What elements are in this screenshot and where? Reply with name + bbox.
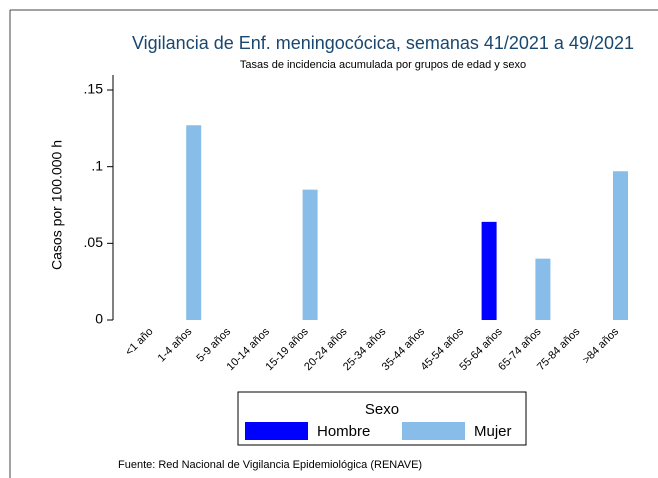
legend-swatch: [245, 422, 308, 440]
source-note: Fuente: Red Nacional de Vigilancia Epide…: [118, 459, 422, 471]
legend-label: Hombre: [317, 423, 370, 440]
legend-label: Mujer: [474, 423, 512, 440]
bar: [535, 258, 551, 320]
legend-title: Sexo: [365, 401, 399, 418]
y-tick-label: .15: [84, 81, 104, 97]
y-tick-label: .05: [84, 234, 104, 250]
legend-swatch: [402, 422, 465, 440]
bar: [302, 189, 318, 320]
chart-subtitle: Tasas de incidencia acumulada por grupos…: [240, 59, 526, 71]
y-tick-label: 0: [95, 311, 103, 327]
y-tick-label: .1: [91, 157, 103, 173]
chart-title: Vigilancia de Enf. meningocócica, semana…: [132, 33, 634, 53]
bar: [186, 125, 202, 321]
y-axis-label: Casos por 100.000 h: [49, 140, 65, 270]
bar: [613, 171, 628, 320]
bar: [481, 221, 497, 320]
